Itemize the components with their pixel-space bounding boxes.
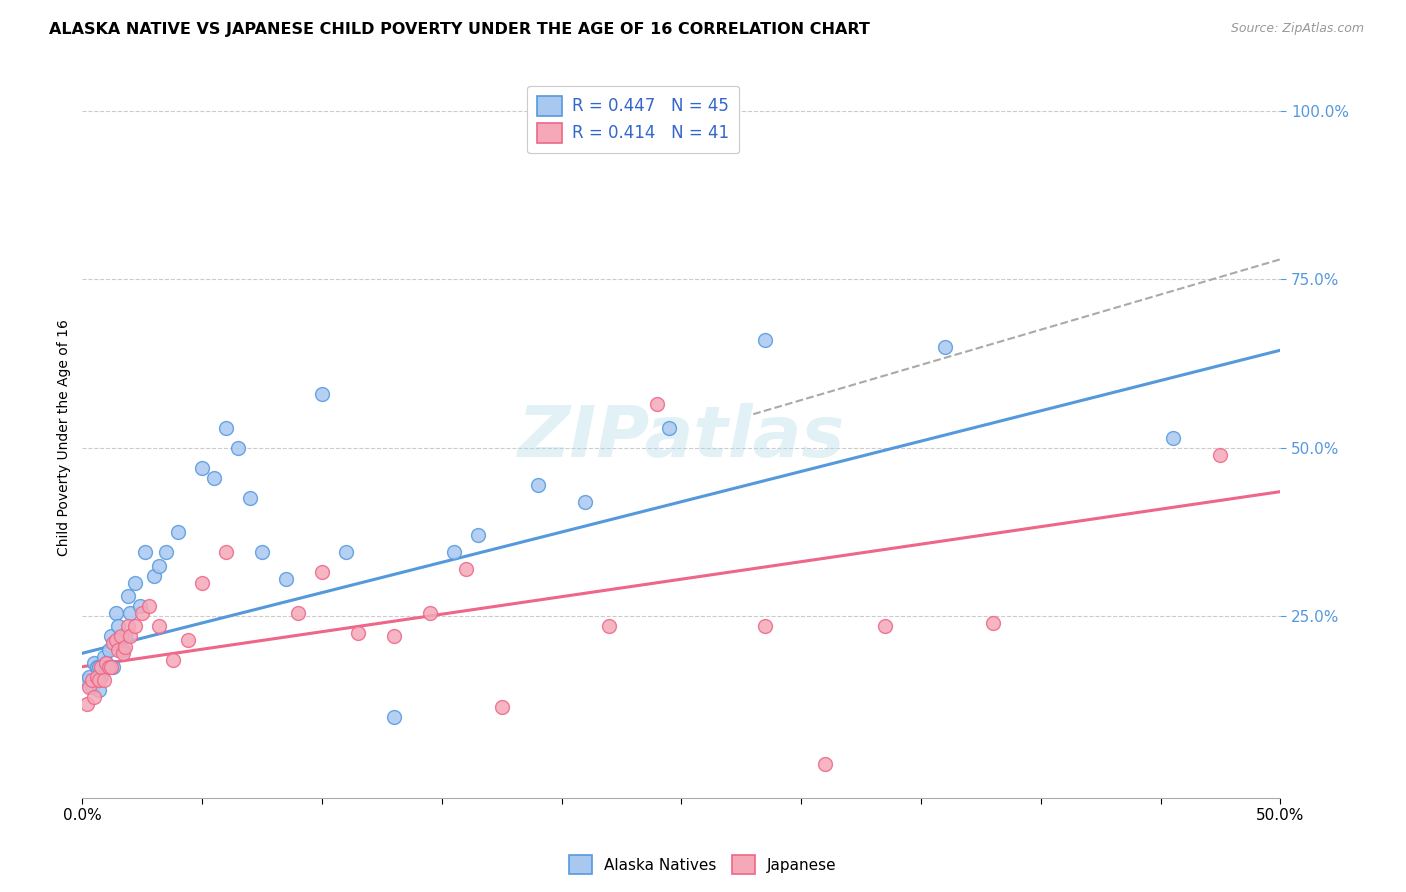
Point	[226, 441, 249, 455]
Point	[162, 653, 184, 667]
Point	[104, 632, 127, 647]
Point	[110, 632, 132, 647]
Point	[287, 606, 309, 620]
Point	[335, 545, 357, 559]
Text: Source: ZipAtlas.com: Source: ZipAtlas.com	[1230, 22, 1364, 36]
Point	[114, 640, 136, 654]
Legend: R = 0.447   N = 45, R = 0.414   N = 41: R = 0.447 N = 45, R = 0.414 N = 41	[527, 86, 740, 153]
Point	[467, 528, 489, 542]
Point	[103, 636, 125, 650]
Point	[124, 619, 146, 633]
Point	[104, 606, 127, 620]
Point	[112, 643, 135, 657]
Point	[97, 659, 120, 673]
Point	[143, 569, 166, 583]
Point	[120, 629, 142, 643]
Point	[155, 545, 177, 559]
Point	[526, 478, 548, 492]
Point	[100, 629, 122, 643]
Point	[128, 599, 150, 614]
Point	[124, 575, 146, 590]
Point	[167, 524, 190, 539]
Point	[598, 619, 620, 633]
Point	[107, 619, 129, 633]
Point	[87, 683, 110, 698]
Point	[215, 545, 238, 559]
Point	[491, 700, 513, 714]
Point	[97, 643, 120, 657]
Point	[83, 657, 105, 671]
Point	[93, 673, 115, 688]
Point	[79, 670, 101, 684]
Point	[96, 657, 118, 671]
Point	[274, 572, 297, 586]
Point	[110, 629, 132, 643]
Point	[1209, 448, 1232, 462]
Point	[454, 562, 477, 576]
Point	[138, 599, 160, 614]
Point	[117, 619, 139, 633]
Point	[1161, 431, 1184, 445]
Point	[311, 566, 333, 580]
Point	[131, 606, 153, 620]
Point	[86, 670, 108, 684]
Point	[76, 673, 98, 688]
Point	[114, 629, 136, 643]
Point	[647, 397, 669, 411]
Point	[177, 632, 200, 647]
Point	[191, 461, 214, 475]
Point	[754, 333, 776, 347]
Point	[80, 673, 103, 688]
Point	[419, 606, 441, 620]
Point	[382, 710, 405, 724]
Point	[112, 646, 135, 660]
Point	[239, 491, 262, 506]
Legend: Alaska Natives, Japanese: Alaska Natives, Japanese	[564, 849, 842, 880]
Point	[873, 619, 896, 633]
Point	[215, 420, 238, 434]
Point	[87, 659, 110, 673]
Point	[76, 697, 98, 711]
Point	[90, 670, 112, 684]
Point	[117, 589, 139, 603]
Point	[79, 680, 101, 694]
Text: ALASKA NATIVE VS JAPANESE CHILD POVERTY UNDER THE AGE OF 16 CORRELATION CHART: ALASKA NATIVE VS JAPANESE CHILD POVERTY …	[49, 22, 870, 37]
Point	[754, 619, 776, 633]
Point	[80, 680, 103, 694]
Point	[93, 649, 115, 664]
Point	[83, 690, 105, 704]
Point	[347, 626, 370, 640]
Point	[202, 471, 225, 485]
Point	[574, 494, 596, 508]
Text: ZIPatlas: ZIPatlas	[517, 403, 845, 472]
Point	[443, 545, 465, 559]
Point	[658, 420, 681, 434]
Point	[934, 340, 956, 354]
Point	[107, 643, 129, 657]
Point	[814, 757, 837, 772]
Point	[250, 545, 273, 559]
Point	[191, 575, 214, 590]
Point	[382, 629, 405, 643]
Point	[120, 606, 142, 620]
Point	[981, 615, 1004, 630]
Point	[311, 387, 333, 401]
Point	[148, 558, 170, 573]
Point	[90, 659, 112, 673]
Point	[134, 545, 156, 559]
Point	[103, 659, 125, 673]
Point	[96, 657, 118, 671]
Point	[86, 659, 108, 673]
Point	[148, 619, 170, 633]
Point	[100, 659, 122, 673]
Point	[87, 673, 110, 688]
Y-axis label: Child Poverty Under the Age of 16: Child Poverty Under the Age of 16	[58, 319, 72, 557]
